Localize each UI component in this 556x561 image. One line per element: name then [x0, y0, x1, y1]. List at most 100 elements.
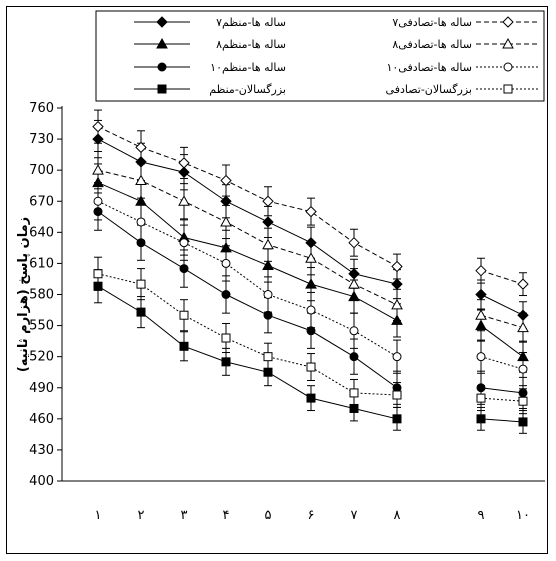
data-point: [391, 298, 403, 310]
x-tick-label: ۹: [478, 508, 485, 523]
x-tick-label: ۲: [138, 508, 145, 523]
series-6: [93, 182, 528, 387]
series-line: [97, 126, 398, 267]
legend-swatch-marker: [156, 16, 168, 28]
x-tick-label: ۵: [265, 508, 272, 523]
legend-swatch-marker: [503, 62, 513, 72]
data-point: [518, 417, 528, 427]
data-point: [179, 238, 189, 248]
series-line: [97, 169, 398, 306]
series-line: [97, 138, 398, 285]
legend-label: بزرگسالان-تصادفی: [386, 83, 472, 96]
data-point: [306, 305, 316, 315]
x-tick-label: ۴: [223, 508, 230, 523]
data-point: [349, 326, 359, 336]
data-point: [92, 164, 104, 175]
data-point: [221, 357, 231, 367]
data-point: [392, 352, 402, 362]
series-4: [92, 151, 529, 343]
data-point: [475, 288, 487, 301]
series-line: [97, 182, 398, 321]
legend-item-4: ۸ساله ها-تصادفی: [392, 37, 540, 51]
legend-swatch-marker: [157, 84, 167, 94]
legend-item-5: ۱۰ساله ها-منظم: [134, 61, 286, 74]
data-point: [136, 279, 146, 289]
legend-label: ۸ساله ها-منظم: [216, 38, 286, 51]
y-tick-label: 580: [29, 288, 54, 303]
x-tick-label: ۸: [394, 508, 401, 523]
y-tick-label: 760: [29, 101, 54, 116]
data-point: [135, 174, 147, 186]
data-point: [179, 310, 189, 320]
series-line: [480, 270, 524, 285]
x-tick-label: ۱: [95, 508, 102, 523]
series-line: [480, 314, 524, 329]
data-point: [305, 252, 317, 263]
y-tick-label: 670: [29, 194, 54, 209]
data-point: [349, 388, 359, 398]
data-point: [221, 333, 231, 343]
data-point: [391, 278, 403, 290]
y-tick-label: 400: [29, 474, 54, 489]
data-point: [475, 264, 487, 277]
series-line: [480, 397, 524, 402]
data-point: [178, 157, 190, 169]
y-axis-label: زمان پاسخ (هزارم ثانیه): [16, 217, 31, 372]
legend: ۷ساله ها-منظم ۷ساله ها-تصادفی ۸ساله ها-منظ…: [95, 10, 545, 102]
y-tick-label: 610: [29, 256, 54, 271]
y-tick-label: 520: [29, 350, 54, 365]
data-point: [476, 414, 486, 424]
data-point: [306, 393, 316, 403]
legend-item-6: ۱۰ساله ها-تصادفی: [386, 61, 540, 74]
series-line: [480, 418, 524, 423]
data-point: [349, 352, 359, 362]
data-point: [476, 393, 486, 403]
data-point: [518, 364, 528, 374]
series-line: [480, 387, 524, 394]
y-tick-label: 430: [29, 443, 54, 458]
data-point: [220, 195, 232, 207]
data-point: [221, 290, 231, 299]
data-point: [220, 215, 232, 227]
data-point: [391, 260, 403, 273]
data-point: [136, 307, 146, 317]
data-point: [178, 195, 190, 206]
data-point: [135, 141, 147, 154]
legend-item-7: بزرگسالان-منظم: [134, 83, 286, 96]
legend-label: ۱۰ساله ها-تصادفی: [386, 61, 472, 74]
data-point: [475, 309, 487, 320]
legend-label: ۱۰ساله ها-منظم: [210, 61, 286, 74]
series-line: [97, 273, 398, 396]
data-point: [93, 269, 103, 279]
legend-label: بزرگسالان-منظم: [209, 83, 286, 96]
legend-item-2: ۷ساله ها-تصادفی: [392, 16, 540, 29]
legend-label: ۷ساله ها-تصادفی: [392, 16, 472, 29]
y-tick-label: 490: [29, 381, 54, 396]
data-point: [263, 352, 273, 362]
y-tick-label: 550: [29, 319, 54, 334]
legend-swatch-marker: [156, 37, 168, 49]
data-point: [136, 217, 146, 227]
data-point: [179, 264, 189, 274]
series-2: [92, 109, 529, 297]
axes: 400 430 460 490 520 550 580 610 640 670 700 730 760 ۱…: [16, 101, 545, 523]
data-point: [262, 195, 274, 207]
series-line: [480, 356, 524, 370]
y-tick-label: 640: [29, 225, 54, 240]
chart-frame: [6, 6, 548, 554]
x-tick-label: ۷: [351, 508, 358, 523]
data-point: [92, 120, 104, 133]
x-tick-label: ۳: [181, 508, 188, 523]
data-point: [221, 258, 231, 268]
data-point: [262, 259, 274, 270]
y-tick-label: 730: [29, 132, 54, 147]
legend-swatch-marker: [503, 84, 513, 94]
legend-item-8: بزرگسالان-تصادفی: [386, 83, 540, 96]
series-line: [480, 294, 524, 316]
y-tick-label: 700: [29, 163, 54, 178]
data-point: [392, 390, 402, 400]
data-point: [348, 278, 360, 289]
y-tick-label: 460: [29, 412, 54, 427]
legend-item-3: ۸ساله ها-منظم: [134, 37, 286, 51]
legend-swatch-marker: [157, 62, 167, 72]
